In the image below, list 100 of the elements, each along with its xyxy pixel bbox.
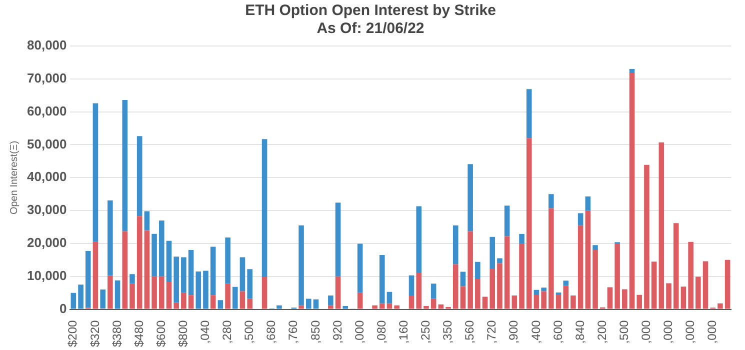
x-tick-label: ,160 xyxy=(396,320,410,344)
bar xyxy=(92,103,98,242)
bar xyxy=(188,295,194,309)
bar xyxy=(210,295,216,309)
x-tick-label: ,000 xyxy=(683,320,698,344)
x-tick-label: ,720 xyxy=(484,320,499,344)
bar xyxy=(122,100,128,232)
bar xyxy=(475,262,480,280)
bar xyxy=(519,243,524,309)
bar xyxy=(276,305,282,309)
y-tick-label: 50,000 xyxy=(26,136,67,152)
bar xyxy=(658,142,664,309)
bar xyxy=(578,225,584,309)
bar xyxy=(497,258,502,264)
bar xyxy=(136,136,142,216)
bar xyxy=(526,138,532,309)
bar xyxy=(452,225,458,264)
bar xyxy=(468,231,473,309)
bar xyxy=(408,295,414,309)
bar xyxy=(386,303,392,309)
bar xyxy=(724,260,730,309)
bar xyxy=(174,302,179,309)
bar xyxy=(166,240,172,282)
bar xyxy=(504,236,510,309)
bar xyxy=(386,292,392,304)
bar xyxy=(188,250,194,296)
bar xyxy=(247,269,252,299)
x-tick-label: ,500 xyxy=(616,320,631,344)
bar xyxy=(702,261,708,309)
bar xyxy=(570,295,576,309)
bar xyxy=(130,274,135,284)
bar xyxy=(438,304,444,309)
y-tick-label: 30,000 xyxy=(26,202,67,218)
bar xyxy=(122,231,128,309)
bar xyxy=(342,306,348,309)
y-tick-label: 20,000 xyxy=(26,235,67,250)
x-tick-label: $480 xyxy=(132,320,146,348)
bar xyxy=(534,294,540,309)
bar xyxy=(585,210,591,309)
bar xyxy=(379,303,385,309)
bar xyxy=(475,279,480,309)
y-tick-label: 0 xyxy=(60,300,67,316)
bar xyxy=(416,272,422,309)
bar xyxy=(92,242,98,309)
y-tick-label: 40,000 xyxy=(26,169,67,184)
x-tick-label: ,760 xyxy=(286,320,300,344)
y-tick-label: 10,000 xyxy=(26,268,67,283)
bar xyxy=(225,284,230,309)
bar xyxy=(578,213,584,226)
bar xyxy=(526,89,532,138)
x-tick-label: ,000 xyxy=(352,320,366,344)
x-tick-label: ,600 xyxy=(550,320,565,344)
y-axis-title: Open Interest(Ξ) xyxy=(8,140,20,215)
bar xyxy=(181,292,186,309)
bar xyxy=(430,298,436,309)
bar xyxy=(644,164,650,309)
bar xyxy=(416,206,422,272)
bar xyxy=(490,268,496,309)
bar xyxy=(152,234,157,276)
bar xyxy=(313,299,319,309)
x-tick-label: ,040 xyxy=(198,320,212,344)
bar xyxy=(688,242,694,309)
bar xyxy=(232,286,238,309)
bar xyxy=(108,200,113,276)
x-tick-label: ,400 xyxy=(528,320,543,344)
bar xyxy=(512,295,518,309)
x-tick-label: $380 xyxy=(110,320,124,348)
bar xyxy=(696,276,701,309)
x-tick-label: ,680 xyxy=(264,320,278,344)
bar xyxy=(240,257,246,292)
y-tick-label: 80,000 xyxy=(26,38,67,53)
bar xyxy=(218,300,224,309)
x-tick-label: ,000 xyxy=(705,320,720,344)
bar xyxy=(262,277,268,309)
bar xyxy=(166,282,172,309)
x-tick-label: ,840 xyxy=(572,320,587,344)
bar xyxy=(379,255,385,304)
bar xyxy=(622,289,628,309)
x-tick-label: ,920 xyxy=(330,320,344,344)
bar xyxy=(144,230,150,309)
bar xyxy=(592,245,598,250)
bar xyxy=(144,211,150,230)
bar xyxy=(174,256,179,303)
x-tick-label: ,560 xyxy=(462,320,477,344)
bar xyxy=(666,283,672,309)
x-tick-label: ,250 xyxy=(418,320,433,344)
bar xyxy=(592,250,598,309)
bar xyxy=(651,262,657,309)
bar xyxy=(482,296,488,309)
bar xyxy=(181,257,186,293)
bar xyxy=(152,276,157,309)
bar xyxy=(85,251,91,308)
x-tick-label: ,200 xyxy=(594,320,609,344)
x-tick-label: ,000 xyxy=(639,320,654,344)
x-tick-label: $600 xyxy=(154,320,168,348)
bar xyxy=(504,206,510,236)
bar xyxy=(394,305,400,309)
bar xyxy=(262,139,268,278)
bar xyxy=(114,280,120,309)
bar xyxy=(460,272,466,286)
